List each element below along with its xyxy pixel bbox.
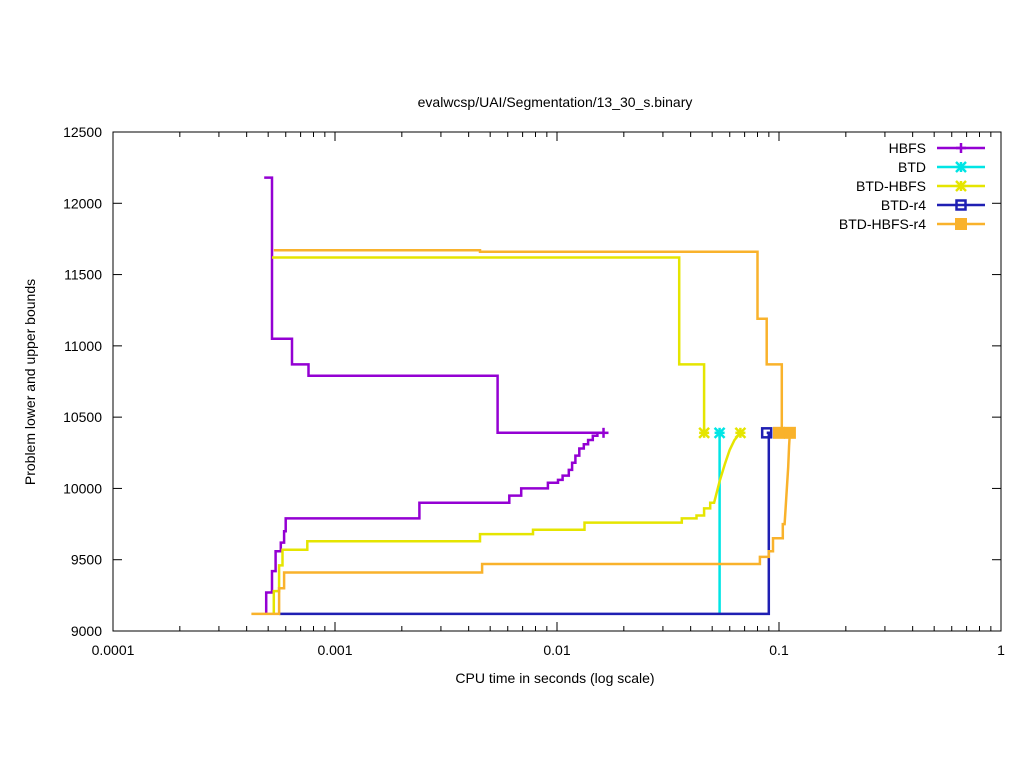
y-tick-label: 10000 bbox=[63, 480, 102, 496]
y-tick-label: 9500 bbox=[71, 552, 102, 568]
legend-marker bbox=[955, 218, 967, 230]
y-tick-label: 12000 bbox=[63, 195, 102, 211]
y-tick-label: 12500 bbox=[63, 124, 102, 140]
x-axis-label: CPU time in seconds (log scale) bbox=[455, 670, 654, 686]
y-tick-label: 11500 bbox=[64, 267, 102, 283]
x-tick-label: 0.1 bbox=[769, 642, 789, 658]
x-tick-label: 0.0001 bbox=[92, 642, 135, 658]
chart-title: evalwcsp/UAI/Segmentation/13_30_s.binary bbox=[418, 94, 693, 110]
series-marker bbox=[783, 426, 796, 439]
legend-label: BTD-HBFS bbox=[856, 178, 926, 194]
legend: HBFS BTD BTD-HBFS BTD-r4 BTD-HBFS-r4 bbox=[839, 140, 985, 232]
legend-label: BTD-r4 bbox=[881, 197, 926, 213]
legend-label: BTD-HBFS-r4 bbox=[839, 216, 926, 232]
series-marker bbox=[598, 427, 609, 438]
y-tick-label: 11000 bbox=[64, 338, 102, 354]
legend-marker bbox=[955, 199, 967, 211]
series-line bbox=[273, 249, 790, 435]
series-marker bbox=[773, 426, 785, 439]
y-axis-label: Problem lower and upper bounds bbox=[22, 279, 38, 485]
legend-marker bbox=[955, 161, 967, 173]
x-tick-label: 0.001 bbox=[317, 642, 352, 658]
legend-marker bbox=[955, 180, 967, 192]
x-tick-label: 1 bbox=[997, 642, 1005, 658]
series-line bbox=[251, 432, 792, 616]
legend-label: BTD bbox=[898, 159, 926, 175]
series-line bbox=[264, 176, 604, 435]
series-line bbox=[272, 432, 742, 614]
series-marker bbox=[713, 426, 726, 439]
plot-frame bbox=[112, 131, 1002, 632]
plot-lines bbox=[251, 176, 792, 616]
x-tick-label: 0.01 bbox=[543, 642, 570, 658]
legend-label: HBFS bbox=[889, 140, 926, 156]
plot-markers bbox=[598, 426, 796, 439]
legend-marker bbox=[956, 143, 966, 153]
axis-ticks: 0.0001 0.001 0.01 0.1 1 9000 9500 10000 10500 110… bbox=[63, 124, 1005, 658]
y-tick-label: 10500 bbox=[63, 409, 102, 425]
series-marker bbox=[760, 427, 773, 439]
series-line bbox=[264, 431, 604, 614]
series-line bbox=[272, 256, 706, 433]
series-marker bbox=[734, 426, 747, 439]
y-tick-label: 9000 bbox=[71, 623, 102, 639]
series-line bbox=[279, 431, 771, 616]
series-marker bbox=[698, 426, 711, 439]
